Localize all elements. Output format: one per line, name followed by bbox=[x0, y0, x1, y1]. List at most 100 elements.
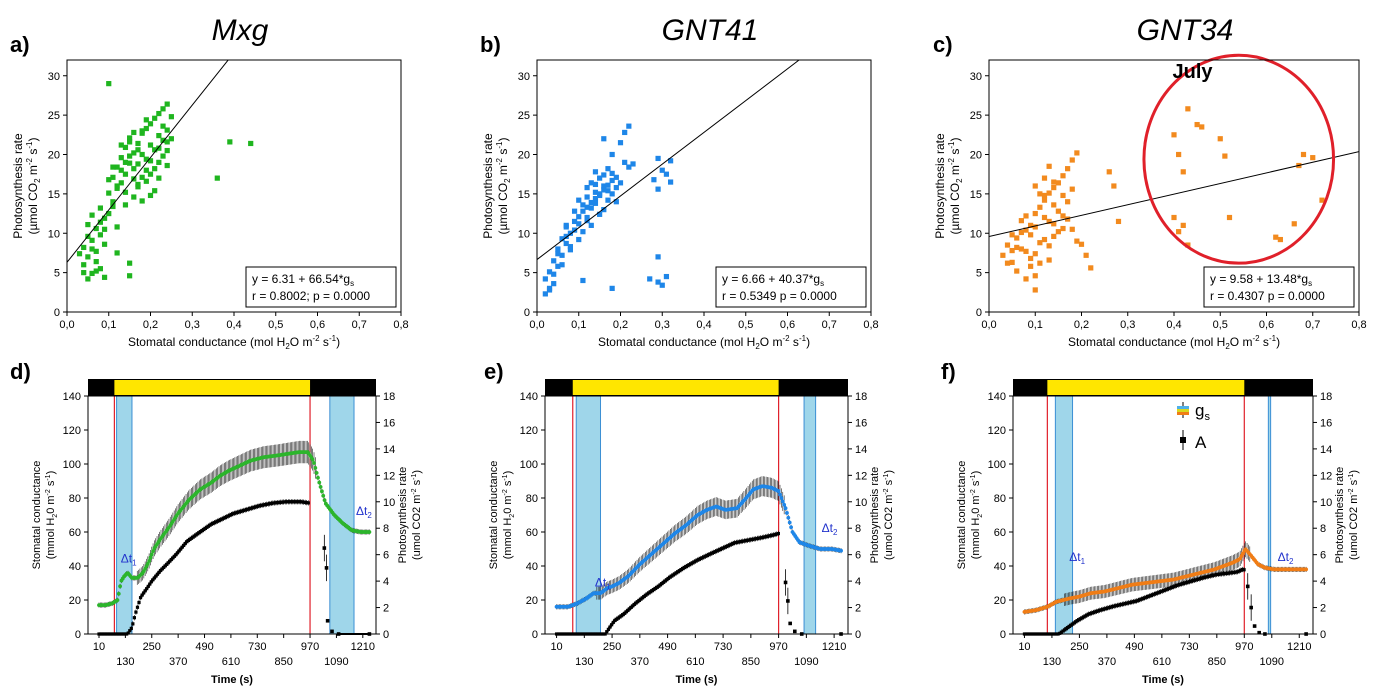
a-point bbox=[605, 630, 609, 634]
equation-box bbox=[715, 266, 867, 308]
data-point bbox=[655, 254, 661, 260]
y-tick-label: 5 bbox=[54, 268, 60, 280]
data-point bbox=[1046, 257, 1052, 263]
x-tick-label: 0,7 bbox=[1305, 319, 1320, 331]
data-point bbox=[601, 172, 607, 178]
y-left-tick-label: 20 bbox=[526, 595, 538, 607]
data-point bbox=[1106, 169, 1112, 175]
a-point bbox=[682, 565, 687, 570]
x-tick-label: 610 bbox=[222, 656, 240, 668]
plot-frame bbox=[1012, 395, 1314, 635]
x-tick-label: 490 bbox=[195, 641, 213, 653]
x-tick-label: 0,5 bbox=[1213, 319, 1228, 331]
x-tick-label: 10 bbox=[550, 641, 562, 653]
regression-line bbox=[537, 60, 800, 260]
y-axis-unit: (µmol CO2 m-2 s-1) bbox=[25, 138, 42, 235]
a-point bbox=[1062, 628, 1067, 632]
gs-point bbox=[149, 552, 154, 557]
gs-point bbox=[316, 475, 320, 480]
gs-point bbox=[367, 530, 372, 534]
data-point bbox=[160, 106, 166, 112]
x-tick-label: 0,8 bbox=[863, 319, 878, 331]
a-point bbox=[169, 557, 173, 562]
data-point bbox=[1009, 259, 1015, 265]
data-point bbox=[1037, 240, 1043, 246]
a-point bbox=[1220, 572, 1224, 576]
data-point bbox=[626, 164, 632, 170]
a-point bbox=[758, 536, 763, 540]
a-point bbox=[687, 563, 691, 567]
a-point bbox=[763, 535, 768, 539]
a-point bbox=[653, 586, 657, 591]
plot-frame bbox=[87, 395, 377, 635]
gs-point bbox=[313, 466, 318, 470]
gs-point bbox=[145, 561, 150, 566]
a-point bbox=[1130, 600, 1134, 604]
data-point bbox=[546, 269, 553, 275]
a-point bbox=[1203, 575, 1208, 579]
a-point bbox=[1077, 618, 1081, 622]
data-point bbox=[542, 291, 548, 297]
gs-point bbox=[786, 515, 791, 520]
response-interval bbox=[1267, 395, 1272, 635]
a-point bbox=[134, 610, 138, 614]
data-point bbox=[1023, 227, 1029, 233]
data-point bbox=[1051, 202, 1057, 208]
data-point bbox=[110, 199, 116, 205]
data-point bbox=[1032, 210, 1038, 217]
a-point bbox=[1125, 601, 1129, 605]
data-point bbox=[576, 214, 582, 220]
data-point bbox=[147, 192, 154, 199]
a-point bbox=[724, 544, 729, 549]
data-point bbox=[106, 190, 112, 196]
a-point bbox=[1069, 623, 1073, 627]
data-point bbox=[584, 204, 590, 210]
data-point bbox=[592, 189, 599, 195]
y-right-tick-label: 18 bbox=[1320, 391, 1332, 403]
y-tick-label: 20 bbox=[48, 150, 60, 162]
y-right-tick-label: 2 bbox=[1320, 603, 1326, 615]
y-right-tick-label: 2 bbox=[855, 603, 861, 615]
data-point bbox=[131, 194, 137, 200]
data-point bbox=[122, 202, 129, 208]
a-point bbox=[673, 572, 677, 576]
a-point bbox=[684, 564, 688, 569]
x-tick-label: 1210 bbox=[822, 641, 846, 653]
y-tick-label: 25 bbox=[970, 110, 982, 122]
y-left-tick-label: 120 bbox=[988, 425, 1006, 437]
x-tick-label: 0,0 bbox=[529, 319, 544, 331]
data-point bbox=[584, 214, 590, 221]
a-point bbox=[1109, 605, 1113, 609]
gs-point bbox=[785, 511, 789, 515]
panel-title: GNT34 bbox=[1137, 14, 1234, 47]
y-left-tick-label: 120 bbox=[63, 425, 81, 437]
a-point bbox=[1232, 570, 1237, 574]
data-point bbox=[135, 147, 141, 153]
gs-point bbox=[778, 492, 782, 497]
data-point bbox=[1055, 180, 1061, 186]
x-tick-label: 730 bbox=[248, 641, 266, 653]
data-point bbox=[567, 247, 573, 253]
a-point bbox=[1120, 602, 1124, 606]
data-point bbox=[576, 197, 582, 203]
y-right-tick-label: 8 bbox=[855, 523, 861, 535]
y-right-tick-label: 0 bbox=[383, 629, 389, 641]
a-point bbox=[1197, 577, 1201, 581]
x-axis-label: Time (s) bbox=[676, 674, 718, 686]
a-point bbox=[644, 593, 648, 597]
data-point bbox=[1004, 260, 1011, 266]
data-point bbox=[110, 203, 116, 210]
x-tick-label: 0,7 bbox=[352, 319, 367, 331]
panel-label: b) bbox=[480, 32, 501, 57]
data-point bbox=[160, 137, 166, 143]
x-tick-label: 970 bbox=[1235, 641, 1253, 653]
a-point bbox=[674, 571, 678, 575]
data-point bbox=[609, 177, 615, 184]
data-point bbox=[592, 181, 599, 188]
data-point bbox=[1041, 214, 1048, 221]
data-point bbox=[89, 270, 95, 277]
data-point bbox=[571, 227, 578, 233]
y-tick-label: 10 bbox=[518, 228, 530, 240]
a-point bbox=[1059, 630, 1063, 634]
a-point bbox=[1162, 588, 1166, 593]
